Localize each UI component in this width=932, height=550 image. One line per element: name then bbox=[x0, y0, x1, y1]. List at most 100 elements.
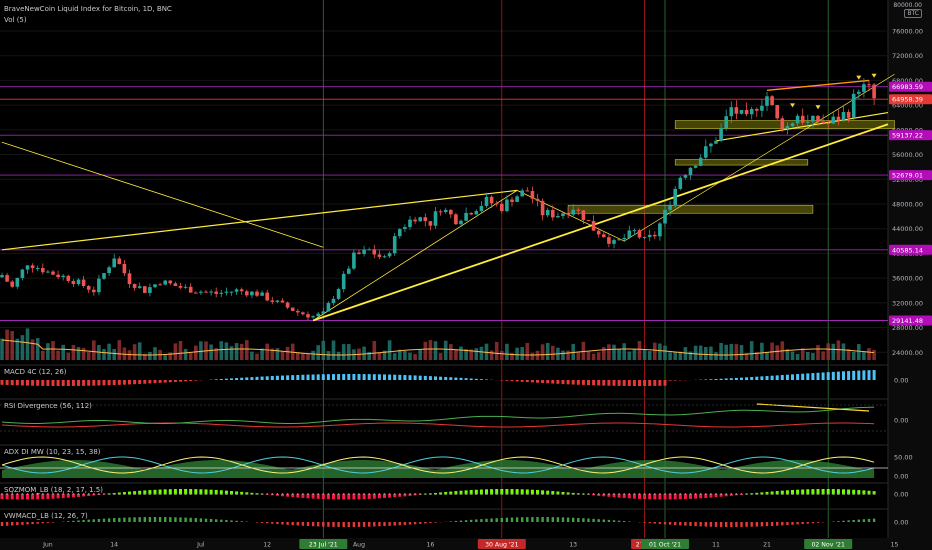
sqz-bar bbox=[0, 494, 4, 500]
sqz-dot bbox=[669, 493, 671, 495]
volume-bar bbox=[464, 349, 468, 360]
sqz-dot bbox=[159, 493, 162, 495]
volume-bar bbox=[862, 352, 866, 360]
candle-body bbox=[591, 221, 596, 231]
vwmacd-bar bbox=[102, 518, 106, 522]
candle-body bbox=[571, 209, 575, 215]
candle-body bbox=[734, 107, 739, 114]
sqz-dot bbox=[347, 493, 350, 495]
price-tick-label: 72000.00 bbox=[892, 52, 923, 60]
macd-bar bbox=[148, 380, 152, 384]
sqz-dot bbox=[113, 493, 116, 495]
sqz-dot bbox=[449, 493, 452, 495]
macd-bar bbox=[311, 374, 315, 380]
sqz-dot bbox=[276, 493, 279, 495]
vwmacd-bar bbox=[454, 520, 458, 522]
candle-body bbox=[816, 115, 820, 122]
indicator-label-2[interactable]: RSI Divergence (56, 112) bbox=[4, 402, 92, 410]
trend-line bbox=[1, 141, 324, 248]
sqz-dot bbox=[67, 493, 70, 495]
candle-body bbox=[81, 279, 86, 287]
candle-body bbox=[331, 298, 336, 304]
vwmacd-bar bbox=[521, 517, 524, 522]
zone-rect bbox=[674, 120, 895, 129]
sqz-dot bbox=[526, 493, 529, 495]
sqz-dot bbox=[149, 493, 151, 495]
sqz-bar bbox=[46, 494, 50, 499]
vwmacd-bar bbox=[750, 522, 753, 527]
vwmacd-bar bbox=[36, 522, 39, 524]
volume-bar bbox=[214, 348, 218, 360]
sqz-dot bbox=[368, 493, 371, 495]
volume-label[interactable]: Vol (5) bbox=[4, 16, 27, 24]
sqz-dot bbox=[225, 493, 228, 495]
candle-body bbox=[56, 274, 60, 278]
macd-bar bbox=[668, 380, 672, 381]
macd-bar bbox=[26, 380, 29, 386]
sqz-dot bbox=[776, 493, 779, 495]
sqz-bar bbox=[678, 494, 682, 500]
sqz-dot bbox=[562, 493, 564, 495]
volume-bar bbox=[586, 351, 591, 360]
sqz-bar bbox=[632, 494, 636, 499]
candle-body bbox=[826, 123, 830, 125]
indicator-label-4[interactable]: SQZMOM_LB (18, 2, 17, 1.5) bbox=[4, 486, 103, 494]
indicator-label-5[interactable]: VWMACD_LB (12, 26, 7) bbox=[4, 512, 88, 520]
time-badge bbox=[641, 539, 689, 549]
vwmacd-bar bbox=[194, 518, 197, 522]
sqz-bar bbox=[367, 494, 371, 499]
candle-body bbox=[678, 177, 683, 189]
sqz-dot bbox=[444, 493, 447, 495]
volume-bar bbox=[255, 353, 259, 360]
macd-bar bbox=[168, 380, 172, 383]
volume-bar bbox=[714, 352, 718, 360]
currency-badge[interactable]: 80000.00 BTC bbox=[893, 2, 922, 18]
sqz-dot bbox=[868, 493, 870, 495]
vwmacd-bar bbox=[536, 517, 539, 522]
vwmacd-bar bbox=[464, 520, 468, 522]
candle-body bbox=[255, 291, 259, 296]
signal-triangle bbox=[790, 103, 795, 108]
candle-body bbox=[459, 220, 463, 225]
volume-bar bbox=[234, 343, 239, 360]
sqz-dot bbox=[82, 493, 85, 495]
sqz-bar bbox=[826, 489, 830, 495]
sqz-bar bbox=[204, 489, 208, 495]
candle-body bbox=[500, 203, 504, 212]
indicator-label-1[interactable]: MACD 4C (12, 26) bbox=[4, 368, 67, 376]
vwmacd-bar bbox=[408, 522, 412, 525]
volume-bar bbox=[341, 344, 346, 360]
indicator-label-3[interactable]: ADX DI MW (10, 23, 15, 38) bbox=[4, 448, 101, 456]
candle-body bbox=[285, 302, 290, 308]
volume-bar bbox=[719, 342, 723, 360]
sqz-dot bbox=[618, 493, 620, 495]
candle-body bbox=[617, 239, 621, 241]
candle-body bbox=[132, 284, 137, 288]
sqz-dot bbox=[623, 493, 626, 495]
sqz-dot bbox=[266, 493, 269, 495]
sqz-bar bbox=[184, 489, 188, 495]
vwmacd-bar bbox=[505, 517, 509, 522]
vwmacd-bar bbox=[668, 522, 672, 525]
sqz-bar bbox=[82, 494, 86, 497]
vwmacd-bar bbox=[327, 522, 330, 527]
volume-bar bbox=[0, 338, 4, 360]
macd-bar bbox=[801, 373, 805, 380]
symbol-title[interactable]: BraveNewCoin Liquid Index for Bitcoin, 1… bbox=[4, 5, 172, 13]
candle-body bbox=[127, 273, 132, 285]
sqz-dot bbox=[827, 493, 830, 495]
candle-body bbox=[428, 221, 433, 226]
macd-bar bbox=[194, 380, 198, 381]
level-badge-label: 59137.22 bbox=[892, 132, 923, 140]
indicator-tick: 0.00 bbox=[894, 491, 908, 499]
candle-body bbox=[214, 291, 218, 294]
vwmacd-bar bbox=[424, 522, 427, 524]
sqz-dot bbox=[36, 493, 39, 495]
time-tick-label: 21 bbox=[763, 542, 771, 549]
indicator-tick: 0.00 bbox=[894, 519, 908, 527]
volume-bar bbox=[92, 340, 96, 360]
zone-rect bbox=[567, 204, 814, 214]
rsi-divergence-line bbox=[756, 403, 870, 412]
volume-bar bbox=[382, 350, 387, 360]
